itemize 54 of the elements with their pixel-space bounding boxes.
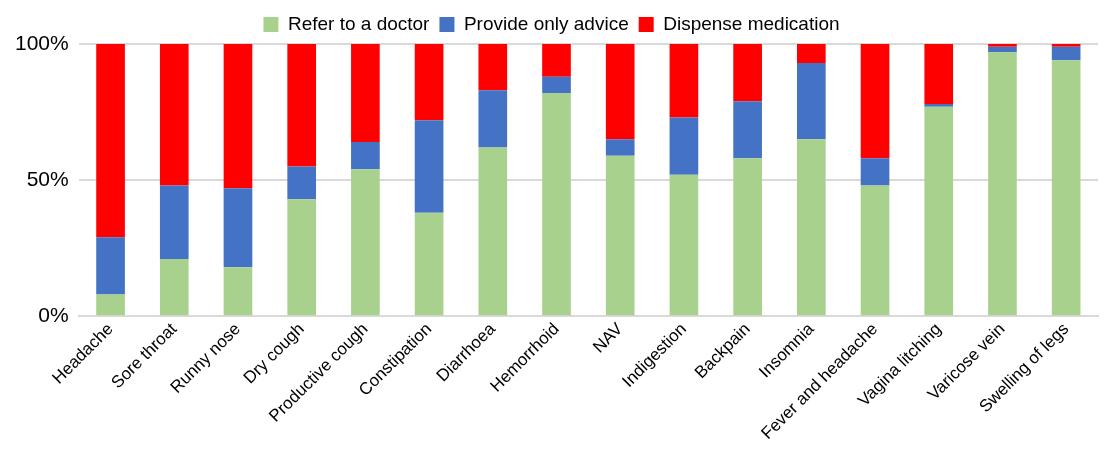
bar bbox=[478, 147, 508, 316]
bar bbox=[924, 44, 954, 104]
bar bbox=[605, 44, 635, 140]
bar bbox=[159, 44, 189, 186]
bar bbox=[223, 267, 253, 316]
bar bbox=[96, 237, 125, 295]
bar bbox=[287, 166, 317, 200]
bar bbox=[860, 185, 890, 316]
bar bbox=[1051, 46, 1081, 61]
bar bbox=[988, 52, 1017, 316]
bar bbox=[287, 199, 317, 316]
bar bbox=[351, 44, 380, 143]
bar bbox=[924, 106, 954, 316]
bar bbox=[414, 212, 444, 316]
legend-label: Provide only advice bbox=[463, 12, 629, 34]
bar bbox=[223, 44, 253, 189]
bar bbox=[414, 44, 444, 121]
bar bbox=[605, 139, 635, 156]
bar bbox=[924, 103, 954, 107]
bar bbox=[478, 90, 508, 148]
bar bbox=[542, 93, 571, 316]
bar bbox=[351, 169, 380, 316]
legend-label: Refer to a doctor bbox=[287, 12, 431, 34]
bar bbox=[1051, 60, 1081, 316]
bar bbox=[1051, 44, 1081, 47]
bar bbox=[733, 101, 762, 159]
bar bbox=[478, 44, 508, 91]
bar bbox=[860, 44, 890, 159]
bar bbox=[669, 174, 699, 316]
bar bbox=[796, 139, 826, 316]
bar bbox=[669, 44, 699, 118]
y-tick-label: 100% bbox=[14, 30, 69, 54]
bar bbox=[287, 44, 317, 167]
y-tick-label: 50% bbox=[26, 166, 69, 190]
bar bbox=[605, 155, 635, 316]
bar bbox=[733, 44, 762, 102]
bar bbox=[159, 185, 189, 260]
bar bbox=[796, 63, 826, 140]
y-tick-label: 0% bbox=[38, 303, 69, 327]
bar bbox=[988, 46, 1017, 53]
bar bbox=[796, 44, 826, 64]
bar bbox=[414, 120, 444, 213]
bar bbox=[860, 158, 890, 186]
bar bbox=[351, 142, 380, 170]
bar bbox=[988, 44, 1017, 47]
bar bbox=[542, 76, 571, 94]
bar bbox=[542, 44, 571, 77]
bar bbox=[159, 259, 189, 316]
bar bbox=[223, 188, 253, 268]
bar bbox=[669, 117, 699, 175]
bar bbox=[96, 44, 125, 238]
legend-label: Dispense medication bbox=[663, 12, 840, 34]
bar bbox=[733, 158, 762, 316]
bar bbox=[96, 294, 125, 316]
